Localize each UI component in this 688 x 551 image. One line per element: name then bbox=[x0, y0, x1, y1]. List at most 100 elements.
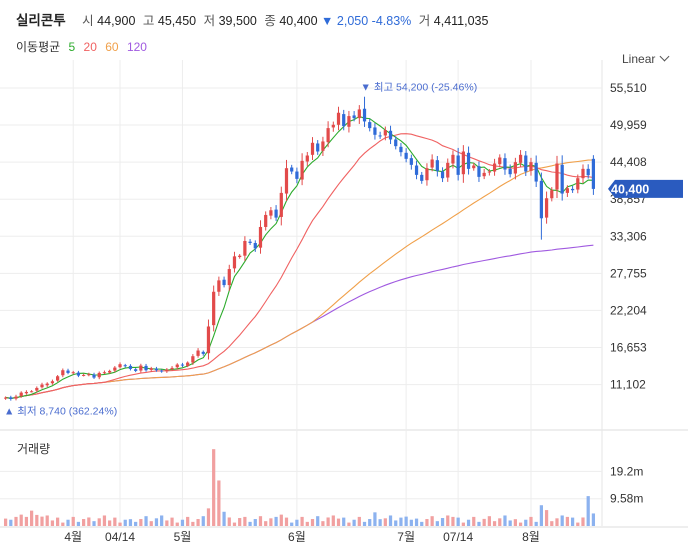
volume-bar bbox=[3, 518, 8, 526]
candle bbox=[404, 148, 408, 163]
candle-body bbox=[102, 372, 107, 374]
candle-body bbox=[24, 391, 29, 394]
volume-bar bbox=[310, 519, 315, 526]
candle bbox=[154, 366, 159, 372]
volume-bar bbox=[414, 518, 419, 526]
ma20-legend[interactable]: 20 bbox=[83, 40, 97, 54]
candle-body bbox=[56, 376, 60, 381]
time-tick-label: 07/14 bbox=[443, 530, 473, 544]
ma5-legend[interactable]: 5 bbox=[68, 40, 76, 54]
volume-bar bbox=[534, 521, 538, 526]
candle bbox=[477, 161, 481, 182]
candle bbox=[373, 123, 377, 140]
time-tick-label: 4월 bbox=[64, 530, 82, 544]
candle bbox=[149, 366, 153, 372]
candle-body bbox=[451, 154, 455, 164]
candle bbox=[555, 155, 559, 199]
volume-bar bbox=[29, 510, 34, 526]
volume-bar bbox=[482, 518, 486, 526]
candle bbox=[342, 109, 346, 131]
candle-body bbox=[487, 171, 491, 173]
open-value: 44,900 bbox=[97, 14, 136, 28]
candle bbox=[414, 160, 419, 180]
candle bbox=[186, 361, 190, 368]
price-tick-label: 11,102 bbox=[610, 378, 646, 392]
volume-bar bbox=[201, 516, 205, 526]
candle bbox=[357, 105, 361, 124]
current-price-tag bbox=[608, 179, 683, 198]
candle bbox=[56, 375, 60, 382]
volume-bar bbox=[279, 514, 283, 526]
price-tick-label: 27,755 bbox=[610, 266, 647, 280]
candle-body bbox=[238, 255, 242, 258]
volume-bar bbox=[154, 518, 159, 526]
candle bbox=[591, 155, 596, 195]
volume-bar bbox=[451, 516, 455, 526]
volume-bar bbox=[555, 518, 559, 526]
ma120-legend[interactable]: 120 bbox=[126, 40, 147, 54]
volume-bar bbox=[113, 517, 117, 526]
volume-bar bbox=[435, 521, 439, 526]
candle-body bbox=[206, 326, 211, 354]
candle-body bbox=[503, 158, 507, 170]
volume-bar bbox=[227, 517, 231, 526]
time-tick-label: 04/14 bbox=[105, 530, 135, 544]
candle bbox=[35, 386, 39, 393]
candle-body bbox=[71, 372, 75, 374]
volume-bar bbox=[24, 516, 29, 526]
candle-body bbox=[232, 256, 237, 269]
candle-body bbox=[586, 168, 590, 176]
volume-bar bbox=[269, 518, 273, 526]
candle bbox=[316, 140, 320, 155]
price-tick-label: 33,306 bbox=[610, 229, 647, 243]
volume-bar bbox=[560, 515, 564, 526]
candle-body bbox=[14, 396, 18, 399]
volume-bar bbox=[186, 516, 190, 526]
candle-body bbox=[61, 370, 65, 376]
candle bbox=[529, 157, 533, 176]
volume-bar bbox=[19, 514, 23, 526]
candle-body bbox=[388, 130, 393, 140]
candle bbox=[264, 211, 268, 231]
candle bbox=[87, 372, 91, 377]
volume-bar bbox=[529, 516, 533, 526]
candle bbox=[118, 362, 122, 369]
volume-bar bbox=[368, 519, 372, 526]
volume-bar bbox=[212, 449, 216, 526]
candle bbox=[362, 96, 367, 127]
volume-bar bbox=[498, 518, 502, 526]
candle-body bbox=[269, 210, 273, 216]
volume-bar bbox=[118, 522, 122, 526]
volume-bar bbox=[56, 517, 60, 526]
volume-bar bbox=[544, 510, 549, 526]
moving-average-legend[interactable]: 이동평균 5 20 60 120 bbox=[16, 38, 152, 55]
candle bbox=[19, 391, 23, 398]
candle bbox=[170, 366, 174, 371]
candle-body bbox=[92, 374, 96, 378]
volume-bar bbox=[284, 517, 289, 526]
scale-selector[interactable]: Linear bbox=[622, 51, 670, 66]
change-arrow-icon: ▼ bbox=[321, 14, 334, 28]
close-value: 40,400 bbox=[279, 14, 318, 28]
volume-bar bbox=[82, 519, 86, 526]
open-label: 시 bbox=[82, 14, 94, 28]
candle bbox=[222, 276, 226, 288]
candle bbox=[492, 158, 497, 176]
ma60-legend[interactable]: 60 bbox=[105, 40, 119, 54]
candle bbox=[76, 370, 81, 378]
time-tick-label: 6월 bbox=[288, 530, 306, 544]
candle-body bbox=[212, 291, 216, 326]
candle-body bbox=[160, 370, 164, 372]
candle-body bbox=[253, 242, 257, 249]
candle-body bbox=[336, 112, 341, 125]
candle bbox=[399, 143, 403, 157]
candle-body bbox=[35, 387, 39, 391]
candle-body bbox=[550, 190, 554, 199]
volume-bar bbox=[191, 521, 195, 526]
candle bbox=[295, 167, 299, 184]
volume-bar bbox=[342, 517, 346, 526]
volume-bar bbox=[50, 520, 55, 526]
candle-body bbox=[3, 397, 8, 399]
candle bbox=[29, 390, 34, 393]
